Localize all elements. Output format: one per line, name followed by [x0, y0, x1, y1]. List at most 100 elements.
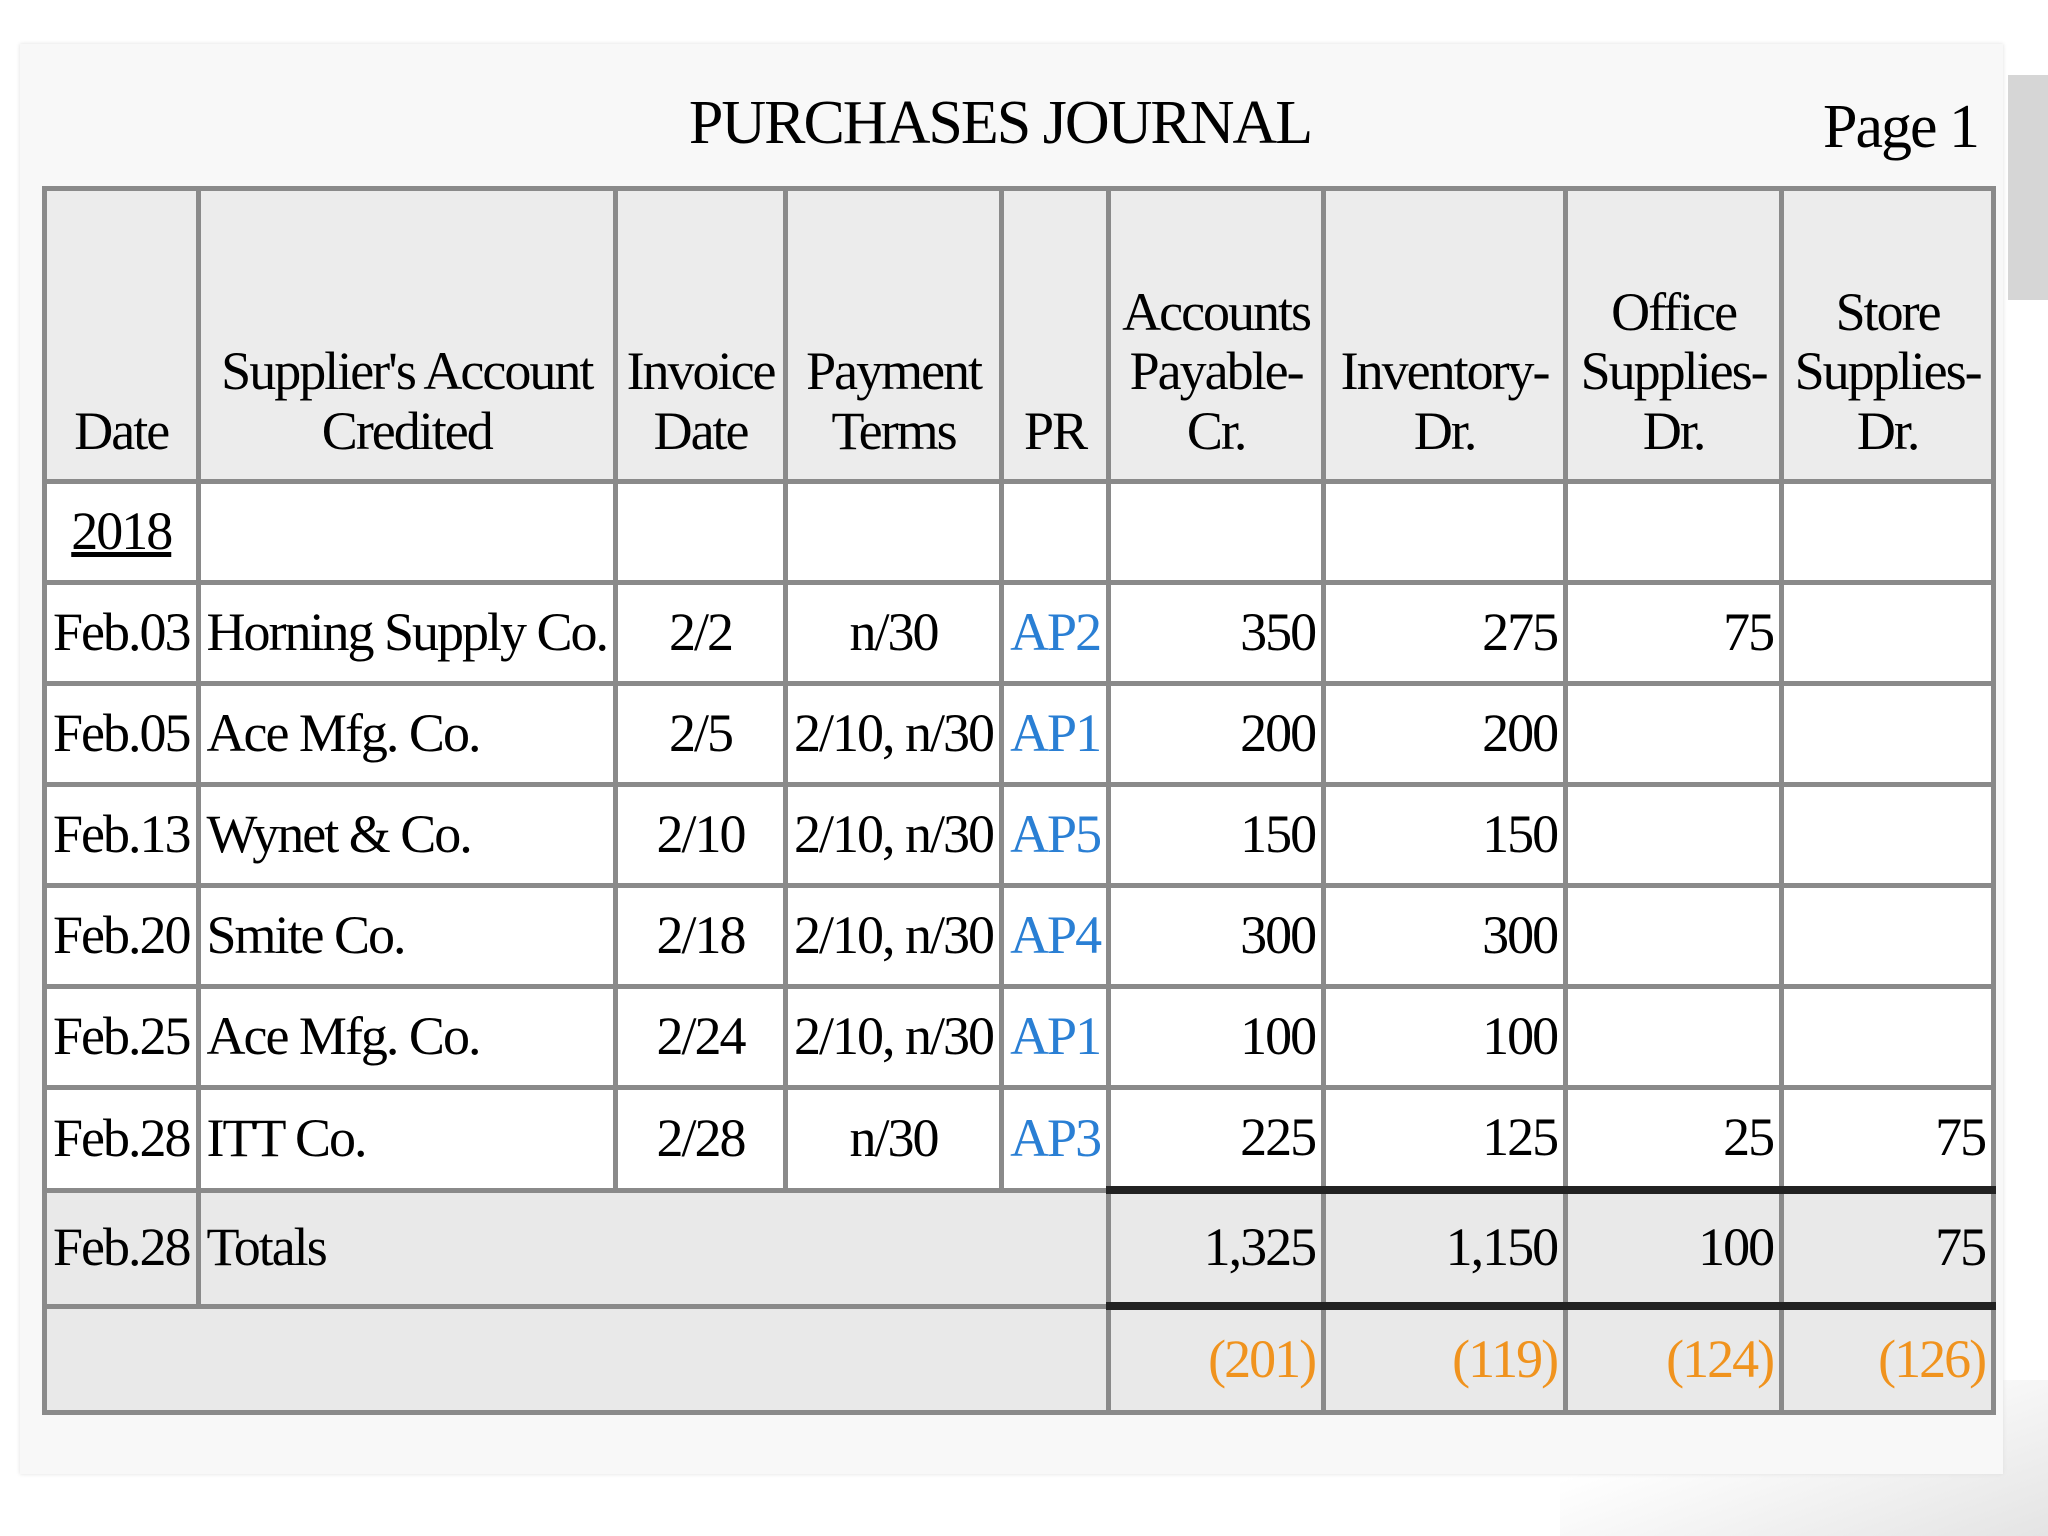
cell: 300	[1106, 883, 1327, 989]
year-cell: 2018	[42, 479, 201, 585]
date: Feb.25	[53, 1006, 191, 1067]
totals-label: Totals	[195, 1187, 1112, 1309]
posting-link[interactable]: AP1	[1010, 1006, 1102, 1067]
column-header: Date	[42, 186, 201, 484]
terms: n/30	[849, 1108, 940, 1169]
posting-ref: (201)	[1106, 1303, 1327, 1415]
cell: 200	[1106, 681, 1327, 787]
date: Feb.05	[53, 703, 191, 764]
cell: 25	[1563, 1085, 1785, 1193]
posting-link[interactable]: AP4	[1010, 905, 1102, 966]
empty-cell	[1106, 479, 1327, 585]
cell: 75	[1563, 580, 1785, 686]
year: 2018	[71, 501, 173, 562]
cell: AP2	[999, 580, 1112, 686]
cell: 2/2	[613, 580, 789, 686]
office-supplies: 75	[1723, 602, 1775, 663]
journal-row: Feb.25 Ace Mfg. Co. 2/24 2/10, n/30 AP1 100 10…	[42, 984, 1997, 1090]
terms: n/30	[849, 602, 940, 663]
invoice-date: 2/28	[656, 1108, 747, 1169]
cell: AP1	[999, 681, 1112, 787]
supplier: Horning Supply Co.	[206, 602, 610, 663]
cell: 150	[1321, 782, 1569, 888]
totals-row: Feb.28 Totals 1,325 1,150 100 75	[42, 1186, 1997, 1310]
invoice-date: 2/24	[656, 1006, 747, 1067]
date: Feb.13	[53, 804, 191, 865]
total-value: 1,325	[1106, 1186, 1327, 1310]
date: Feb.20	[53, 905, 191, 966]
cell: Feb.28	[42, 1085, 201, 1193]
empty-cell	[1779, 479, 1997, 585]
terms: 2/10, n/30	[794, 905, 995, 966]
cell: AP1	[999, 984, 1112, 1090]
cell: Ace Mfg. Co.	[195, 984, 619, 1090]
posting-ref: (124)	[1563, 1303, 1785, 1415]
supplier: Wynet & Co.	[206, 804, 473, 865]
cell: 2/10, n/30	[783, 984, 1005, 1090]
empty-cell	[195, 479, 619, 585]
cell	[1779, 984, 1997, 1090]
posting-link[interactable]: AP3	[1010, 1108, 1102, 1169]
empty-cell	[1563, 479, 1785, 585]
cell: 75	[1779, 1085, 1997, 1193]
cell: Feb.13	[42, 782, 201, 888]
date: Feb.28	[53, 1108, 191, 1169]
total-value: 100	[1563, 1186, 1785, 1310]
posting-link[interactable]: AP5	[1010, 804, 1102, 865]
cell: n/30	[783, 1085, 1005, 1193]
cell: 2/5	[613, 681, 789, 787]
accounts-payable: 150	[1240, 804, 1317, 865]
cell: 275	[1321, 580, 1569, 686]
journal-row: Feb.05 Ace Mfg. Co. 2/5 2/10, n/30 AP1 200 200	[42, 681, 1997, 787]
cell: 2/10, n/30	[783, 782, 1005, 888]
cell: 2/10	[613, 782, 789, 888]
journal-row: Feb.03 Horning Supply Co. 2/2 n/30 AP2 350 275…	[42, 580, 1997, 686]
inventory: 300	[1482, 905, 1559, 966]
cell: 100	[1106, 984, 1327, 1090]
cell	[1563, 883, 1785, 989]
page-number: Page 1	[1822, 93, 1980, 161]
year-row: 2018	[42, 479, 1997, 585]
totals-date: Feb.28	[42, 1187, 201, 1309]
posting-ref: (126)	[1779, 1303, 1997, 1415]
column-header: PR	[999, 186, 1112, 484]
cell	[1563, 782, 1785, 888]
posting-row: (201) (119) (124) (126)	[41, 1303, 1997, 1415]
cell: 350	[1106, 580, 1327, 686]
journal-title: PURCHASES JOURNAL	[688, 89, 1313, 157]
cell: 125	[1321, 1085, 1569, 1193]
cell: Feb.05	[42, 681, 201, 787]
cell: AP3	[999, 1085, 1112, 1193]
invoice-date: 2/18	[656, 905, 747, 966]
empty-cell	[613, 479, 789, 585]
column-header: Inventory- Dr.	[1321, 186, 1569, 484]
cell: AP4	[999, 883, 1112, 989]
cell: 200	[1321, 681, 1569, 787]
journal-row: Feb.20 Smite Co. 2/18 2/10, n/30 AP4 300 300	[42, 883, 1997, 989]
cell: 2/10, n/30	[783, 681, 1005, 787]
supplier: Ace Mfg. Co.	[206, 703, 482, 764]
posting-link[interactable]: AP2	[1010, 602, 1102, 663]
empty-cell	[41, 1303, 1112, 1415]
terms: 2/10, n/30	[794, 1006, 995, 1067]
cell	[1563, 984, 1785, 1090]
inventory: 275	[1482, 602, 1559, 663]
empty-cell	[999, 479, 1112, 585]
column-header: Supplier's Account Credited	[195, 186, 619, 484]
total-value: 1,150	[1321, 1186, 1569, 1310]
cell: 100	[1321, 984, 1569, 1090]
cell	[1779, 883, 1997, 989]
cell: Horning Supply Co.	[195, 580, 619, 686]
cell: 2/24	[613, 984, 789, 1090]
cell	[1779, 782, 1997, 888]
accounts-payable: 100	[1240, 1006, 1317, 1067]
invoice-date: 2/2	[669, 602, 734, 663]
inventory: 150	[1482, 804, 1559, 865]
cell: Smite Co.	[195, 883, 619, 989]
empty-cell	[783, 479, 1005, 585]
accounts-payable: 300	[1240, 905, 1317, 966]
inventory: 200	[1482, 703, 1559, 764]
posting-link[interactable]: AP1	[1010, 703, 1102, 764]
column-header: Store Supplies- Dr.	[1779, 186, 1997, 484]
